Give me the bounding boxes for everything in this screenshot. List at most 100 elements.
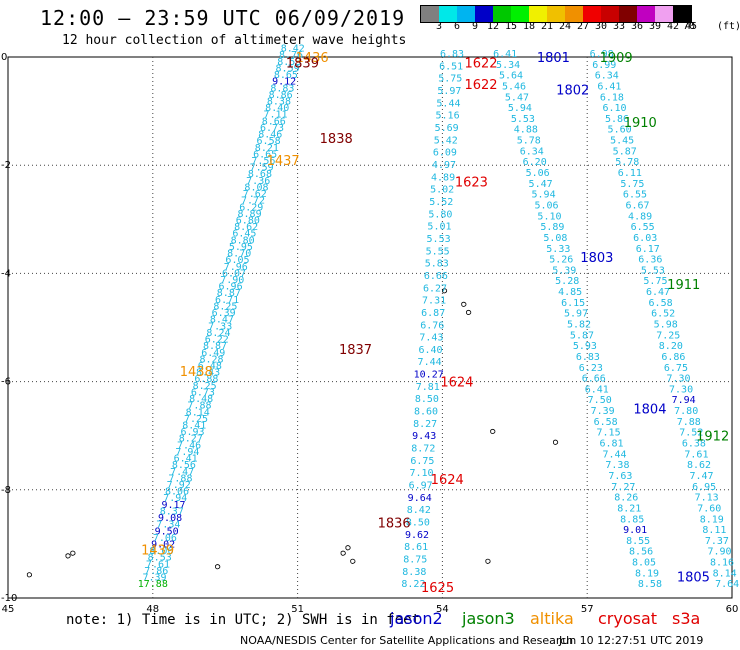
wave-height-label: 5.53: [511, 114, 535, 125]
wave-height-label: 6.40: [418, 345, 442, 356]
wave-height-label: 5.16: [436, 111, 460, 122]
wave-height-label: 9.17: [161, 500, 185, 511]
wave-height-label: 9.62: [405, 530, 429, 541]
wave-height-label: 5.97: [564, 309, 588, 320]
wave-height-label: 8.86: [269, 90, 293, 101]
wave-height-label: 6.41: [585, 384, 609, 395]
colorbar-tick-label: 27: [576, 21, 590, 32]
wave-height-label: 6.41: [597, 81, 621, 92]
wave-height-label: 7.33: [208, 321, 232, 332]
colorbar-tick-label: 21: [540, 21, 554, 32]
wave-height-label: 7.13: [695, 493, 719, 504]
note-text: note: 1) Time is in UTC; 2) SWH is in fe…: [66, 612, 421, 628]
wave-height-label: 5.39: [552, 265, 576, 276]
island-outline: [553, 439, 559, 445]
y-axis-tick-label: -6: [1, 377, 11, 388]
wave-height-label: 8.08: [244, 182, 268, 193]
island-outline: [442, 288, 448, 294]
pass-time-label: 1805: [677, 570, 710, 585]
wave-height-label: 6.09: [433, 148, 457, 159]
wave-height-label: 7.88: [168, 473, 192, 484]
wave-height-label: 5.95: [229, 242, 253, 253]
wave-height-label: 6.10: [602, 103, 626, 114]
wave-height-label: 8.19: [635, 568, 659, 579]
wave-height-label: 5.89: [540, 222, 564, 233]
colorbar-tick-label: 18: [522, 21, 536, 32]
pass-time-label: 1624: [440, 376, 473, 391]
map-subtitle: 12 hour collection of altimeter wave hei…: [62, 33, 407, 48]
wave-height-label: 6.51: [439, 61, 463, 72]
pass-time-label: 1838: [320, 132, 353, 147]
wave-height-label: 8.80: [231, 235, 255, 246]
wave-height-label: 6.93: [180, 427, 204, 438]
wave-height-label: 7.27: [611, 482, 635, 493]
wave-height-label: 8.42: [407, 505, 431, 516]
wave-height-label: 6.34: [520, 146, 544, 157]
wave-height-label: 8.66: [262, 116, 286, 127]
wave-height-label: 8.06: [149, 546, 173, 557]
wave-height-label: 7.37: [705, 536, 729, 547]
wave-height-label: 6.36: [638, 255, 662, 266]
wave-height-label: 8.38: [267, 96, 291, 107]
wave-height-label: 7.92: [167, 480, 191, 491]
wave-height-label: 7.31: [422, 296, 446, 307]
wave-height-label: 5.98: [654, 320, 678, 331]
wave-height-label: 7.34: [156, 520, 180, 531]
wave-height-label: 6.49: [201, 348, 225, 359]
wave-height-label: 5.26: [549, 255, 573, 266]
wave-height-label: 6.73: [260, 123, 284, 134]
wave-height-label: 6.58: [594, 417, 618, 428]
wave-height-label: 8.48: [189, 394, 213, 405]
colorbar-swatch: [601, 6, 619, 22]
pass-time-label: 1622: [464, 78, 497, 93]
y-axis-tick-label: -8: [1, 485, 11, 496]
wave-height-label: 5.10: [537, 211, 561, 222]
wave-height-label: 6.98: [590, 49, 614, 60]
wave-height-label: 8.50: [415, 394, 439, 405]
wave-height-label: 6.39: [212, 308, 236, 319]
pass-time-label: 1436: [296, 51, 329, 66]
wave-height-label: 7.94: [175, 447, 199, 458]
wave-height-label: 8.68: [248, 169, 272, 180]
wave-height-label: 6.75: [664, 363, 688, 374]
wave-height-label: 8.25: [213, 301, 237, 312]
wave-height-label: 6.47: [646, 287, 670, 298]
legend-item-jason2: jason2: [390, 609, 443, 628]
wave-height-label: 5.64: [499, 71, 523, 82]
wave-height-label: 6.96: [219, 282, 243, 293]
wave-height-label: 5.69: [435, 123, 459, 134]
wave-height-label: 6.23: [579, 363, 603, 374]
wave-height-label: 5.53: [641, 265, 665, 276]
wave-height-label: 6.34: [595, 71, 619, 82]
island-outline: [26, 572, 33, 578]
colorbar-tick-label: 30: [594, 21, 608, 32]
wave-height-label: 5.01: [427, 222, 451, 233]
wave-height-label: 6.48: [198, 361, 222, 372]
wave-height-label: 9.64: [408, 493, 432, 504]
wave-height-label: 7.81: [416, 382, 440, 393]
wave-height-label: 7.11: [263, 110, 287, 121]
wave-height-label: 8.70: [227, 249, 251, 260]
colorbar-swatch: [565, 6, 583, 22]
wave-height-label: 8.42: [281, 44, 305, 55]
wave-height-label: 9.50: [155, 526, 179, 537]
wave-height-label: 8.25: [193, 381, 217, 392]
wave-height-label: 8.50: [406, 518, 430, 529]
wave-height-label: 5.34: [496, 60, 520, 71]
wave-height-label: 6.76: [420, 320, 444, 331]
legend-item-cryosat: cryosat: [598, 609, 658, 628]
colorbar-tick-label: 9: [471, 21, 479, 32]
wave-height-label: 4.85: [558, 287, 582, 298]
wave-height-label: 7.47: [690, 471, 714, 482]
wave-height-label: 5.94: [508, 103, 532, 114]
wave-height-label: 5.83: [425, 259, 449, 270]
colorbar-tick-label: 45: [684, 21, 698, 32]
wave-height-label: 6.38: [682, 439, 706, 450]
wave-height-label: 5.55: [426, 246, 450, 257]
wave-height-label: 8.60: [414, 407, 438, 418]
wave-height-label: 8.40: [265, 103, 289, 114]
wave-height-label: 5.93: [573, 341, 597, 352]
wave-height-label: 5.47: [529, 179, 553, 190]
island-outline: [345, 545, 351, 551]
